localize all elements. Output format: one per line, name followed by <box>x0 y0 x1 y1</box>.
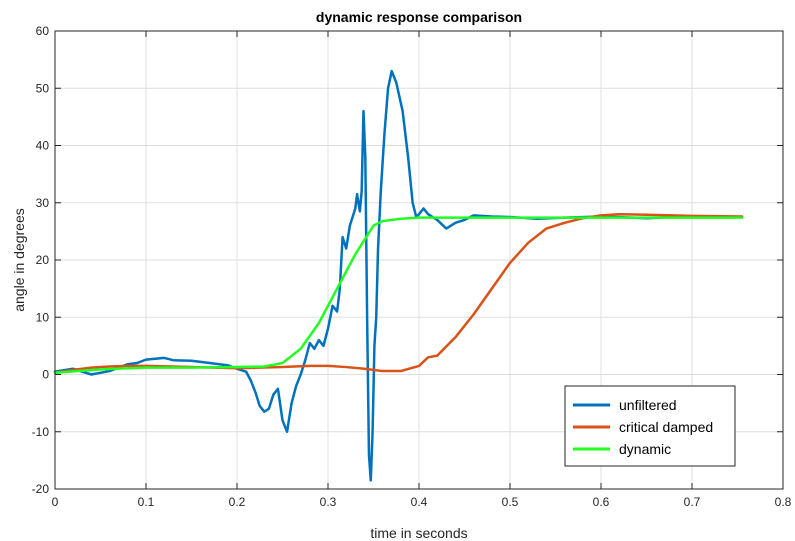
legend-label: unfiltered <box>619 397 677 413</box>
y-tick-label: -10 <box>32 425 50 439</box>
x-tick-label: 0.1 <box>138 495 155 509</box>
y-tick-label: 60 <box>36 24 50 38</box>
x-tick-label: 0.2 <box>229 495 246 509</box>
x-tick-label: 0 <box>52 495 59 509</box>
y-tick-label: -20 <box>32 482 50 496</box>
y-tick-label: 0 <box>42 368 49 382</box>
series-line-dynamic <box>53 216 744 375</box>
series-line-unfiltered <box>53 69 744 482</box>
legend-label: critical damped <box>619 419 713 435</box>
x-axis-title: time in seconds <box>370 525 467 541</box>
axis-ticks: 0 0.1 0.2 0.3 0.4 0.5 0.6 0.7 0.8 -20 -10 0 10 20 30 40… <box>32 24 792 509</box>
y-tick-label: 20 <box>36 253 50 267</box>
x-tick-label: 0.8 <box>775 495 792 509</box>
x-tick-label: 0.6 <box>593 495 610 509</box>
y-tick-label: 10 <box>36 310 50 324</box>
legend-label: dynamic <box>619 441 671 457</box>
y-tick-label: 30 <box>36 196 50 210</box>
series-layer <box>53 69 744 482</box>
y-tick-label: 50 <box>36 81 50 95</box>
y-axis-title: angle in degrees <box>11 208 27 312</box>
x-tick-label: 0.5 <box>502 495 519 509</box>
chart-title: dynamic response comparison <box>316 9 522 25</box>
x-tick-label: 0.3 <box>320 495 337 509</box>
x-tick-label: 0.4 <box>411 495 428 509</box>
y-tick-label: 40 <box>36 139 50 153</box>
legend: unfiltered critical damped dynamic <box>564 385 736 467</box>
x-tick-label: 0.7 <box>684 495 701 509</box>
